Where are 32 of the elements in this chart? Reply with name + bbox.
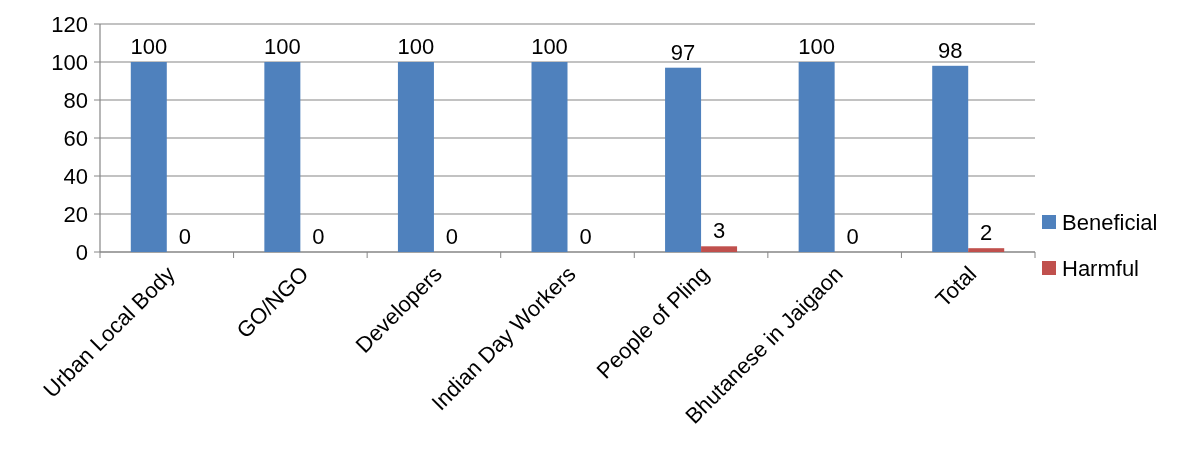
data-label: 100: [798, 34, 835, 59]
bar: [968, 248, 1005, 252]
y-tick-label: 20: [63, 201, 88, 227]
data-label: 0: [312, 224, 325, 249]
bar: [798, 62, 835, 252]
bar: [701, 246, 738, 252]
y-tick-label: 60: [63, 125, 88, 151]
data-label: 100: [264, 34, 301, 59]
data-label: 98: [937, 37, 963, 63]
legend-label: Harmful: [1062, 255, 1140, 281]
y-tick-label: 100: [51, 49, 88, 75]
bar: [531, 62, 568, 252]
data-label: 0: [579, 224, 592, 249]
data-label: 3: [712, 218, 726, 244]
bar: [397, 62, 434, 252]
data-label: 0: [846, 224, 859, 249]
data-label: 100: [130, 34, 168, 59]
y-tick-label: 80: [63, 87, 88, 113]
legend-label: Beneficial: [1062, 209, 1158, 235]
data-label: 0: [178, 224, 191, 249]
bar: [932, 65, 969, 252]
bar: [665, 67, 702, 252]
data-label: 97: [670, 39, 696, 65]
data-label: 100: [397, 34, 435, 59]
y-tick-label: 40: [63, 163, 88, 189]
data-label: 0: [445, 224, 459, 249]
bar: [264, 62, 301, 252]
data-label: 100: [531, 34, 568, 59]
bar: [130, 62, 167, 252]
y-tick-label: 120: [51, 11, 88, 37]
y-tick-label: 0: [75, 239, 88, 265]
data-label: 2: [980, 220, 993, 246]
